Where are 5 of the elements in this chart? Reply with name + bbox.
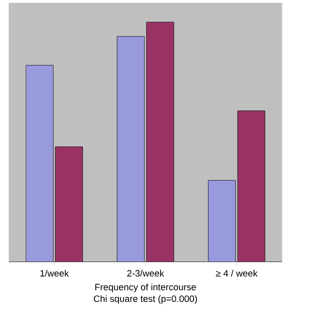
x-tick-label: 1/week <box>40 270 69 277</box>
x-tick-label: ≥ 4 / week <box>216 270 258 277</box>
x-tick-label: 2-3/week <box>127 270 164 277</box>
x-axis-title: Frequency of intercourse <box>95 284 196 292</box>
text: Chi square test (p=0.000) <box>94 295 197 304</box>
